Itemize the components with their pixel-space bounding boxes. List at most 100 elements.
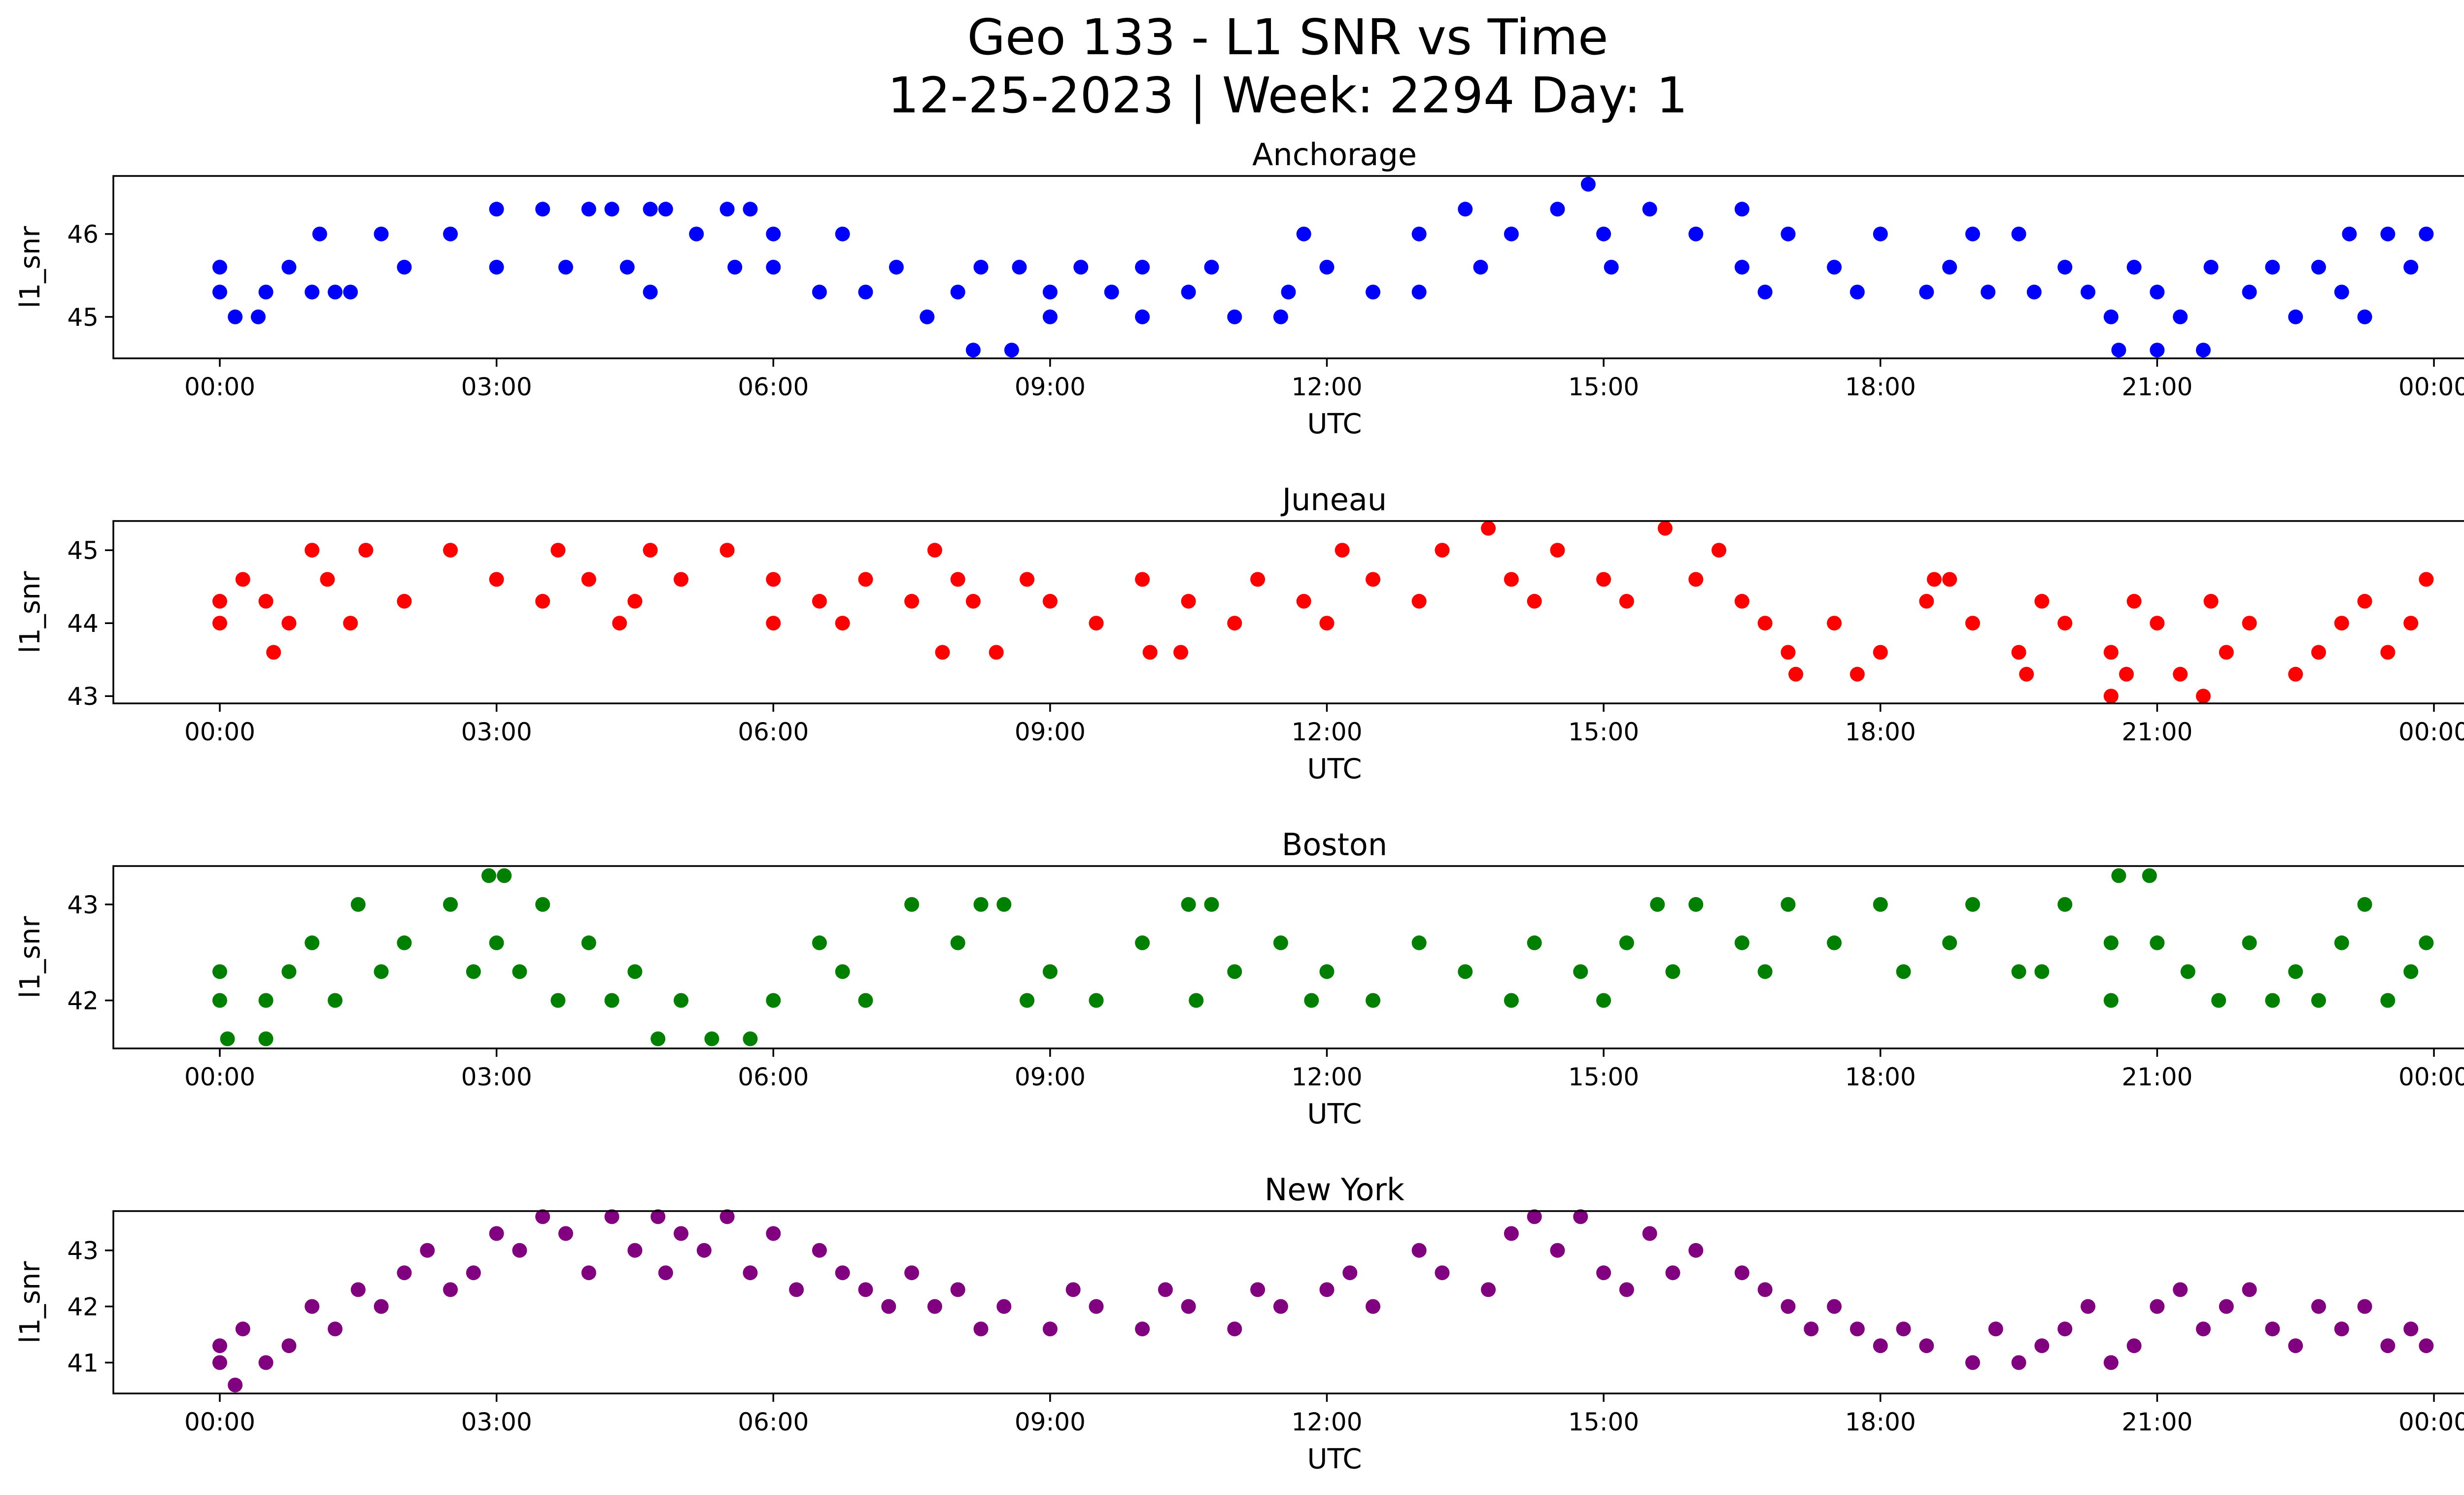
scatter-point [1089,616,1104,631]
scatter-point [1042,309,1058,324]
subplot-title: Boston [1282,827,1387,863]
scatter-point [858,993,873,1008]
scatter-point [1604,260,1619,275]
scatter-point [212,1355,227,1370]
scatter-point [1804,1321,1819,1337]
scatter-point [266,645,281,660]
scatter-point [212,260,227,275]
scatter-point [558,1226,573,1241]
scatter-point [1411,593,1427,609]
scatter-point [1757,964,1773,979]
scatter-point [1135,572,1150,587]
scatter-point [2034,1338,2050,1354]
scatter-point [1873,897,1888,912]
scatter-point [858,572,873,587]
scatter-point [2026,284,2042,300]
subplot-anchorage: Anchorage 00:00 03:00 06:00 09:00 12:00 15:00 1… [14,137,2464,440]
scatter-point [2103,993,2119,1008]
scatter-point [1596,572,1611,587]
scatter-point [1981,284,1996,300]
scatter-point [2019,666,2034,682]
scatter-point [2081,1299,2095,1314]
scatter-point [1827,616,1842,631]
scatter-point [1650,897,1665,912]
scatter-point [889,260,904,275]
scatter-point [1135,935,1150,950]
x-axis-label: UTC [1307,1098,1362,1130]
y-tick-label: 45 [67,303,99,332]
scatter-point [258,1355,274,1370]
scatter-point [1204,260,1219,275]
scatter-point [1273,309,1288,324]
y-axis-label: l1_snr [14,916,46,999]
scatter-point [2011,645,2026,660]
scatter-point [2150,935,2165,950]
scatter-point [965,593,981,609]
scatter-point [466,964,481,979]
scatter-point [1988,1321,2003,1337]
scatter-point [604,993,619,1008]
x-tick-label: 06:00 [738,718,809,746]
scatter-point [235,572,250,587]
scatter-point [343,616,358,631]
scatter-point [1411,1243,1427,1258]
scatter-point [2403,1321,2419,1337]
scatter-point [812,284,827,300]
x-tick-label: 00:00 [2398,1408,2464,1436]
scatter-point [228,1377,243,1392]
scatter-point [2211,993,2226,1008]
x-tick-label: 15:00 [1568,1063,1639,1091]
scatter-point [1780,897,1796,912]
scatter-point [1481,1282,1496,1297]
scatter-point [674,572,688,587]
scatter-point [1919,284,1934,300]
scatter-point [2265,260,2280,275]
scatter-point [1965,897,1980,912]
scatter-point [1042,964,1058,979]
scatter-point [2150,284,2165,300]
scatter-point [1780,1299,1796,1314]
scatter-point [1657,521,1673,536]
scatter-point [2150,343,2165,358]
scatter-point [397,260,412,275]
scatter-point [443,897,458,912]
scatter-point [835,964,850,979]
scatter-point [1965,1355,1980,1370]
scatter-point [2403,616,2419,631]
scatter-point [2111,868,2126,883]
scatter-point [2288,964,2303,979]
scatter-point [2242,284,2257,300]
scatter-point [2173,666,2188,682]
scatter-point [1173,645,1189,660]
x-tick-label: 15:00 [1568,1408,1639,1436]
scatter-point [2173,309,2188,324]
scatter-point [904,897,920,912]
scatter-point [1849,284,1865,300]
scatter-point [1366,993,1381,1008]
scatter-point [2419,935,2434,950]
scatter-point [719,1209,735,1224]
x-tick-label: 21:00 [2122,1408,2192,1436]
scatter-point [927,543,942,558]
scatter-point [696,1243,712,1258]
scatter-point [1504,1226,1519,1241]
scatter-point [835,226,850,242]
scatter-point [1734,202,1749,217]
scatter-point [1435,1265,1450,1281]
scatter-point [497,868,512,883]
scatter-point [1688,1243,1704,1258]
subplot-juneau: Juneau 00:00 03:00 06:00 09:00 12:00 15:00 18:0… [14,482,2464,785]
x-axis-label: UTC [1307,1443,1362,1475]
scatter-point [1104,284,1119,300]
subplot-title: Juneau [1280,482,1387,518]
scatter-point [305,543,320,558]
scatter-point [397,935,412,950]
x-tick-label: 09:00 [1015,373,1086,401]
scatter-point [2242,1282,2257,1297]
scatter-point [2150,616,2165,631]
scatter-point [251,309,266,324]
scatter-point [2057,1321,2073,1337]
scatter-point [1757,284,1773,300]
y-tick-label: 46 [67,220,99,249]
scatter-point [2334,284,2349,300]
